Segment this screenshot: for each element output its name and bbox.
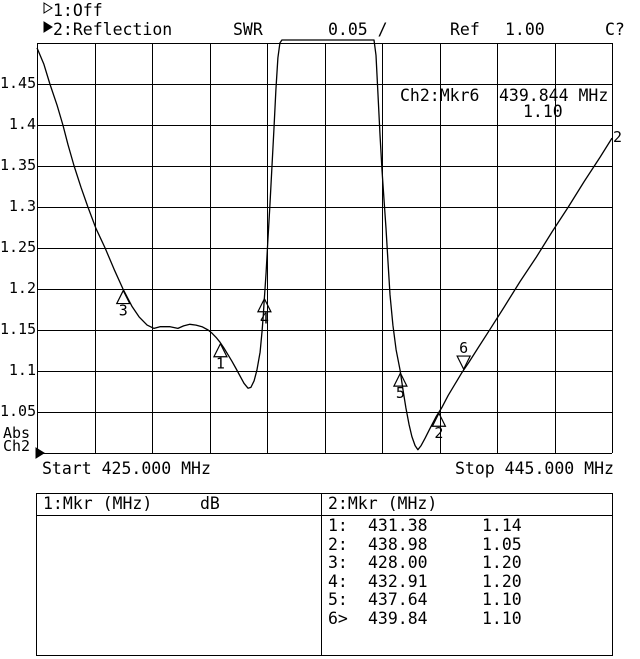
trace2-measurement: 2:Reflection (53, 20, 173, 39)
graticule-grid (37, 43, 613, 454)
y-axis-tick-label: 1.2 (8, 279, 36, 297)
trace1-status: 1:Off (53, 1, 103, 20)
ref-label: Ref (450, 20, 480, 39)
marker-table-header-rule (36, 515, 613, 516)
marker-number-label: 6 (459, 339, 468, 357)
marker-1: 1 (212, 342, 228, 373)
trace1-pointer-icon (43, 2, 53, 14)
table-row-label: 6> (328, 608, 348, 628)
trace-markers: 1 2 3 4 5 6 (115, 289, 472, 442)
marker-2: 2 (431, 411, 447, 442)
marker-number-label: 5 (396, 384, 405, 402)
table-right-header: 2:Mkr (MHz) (328, 494, 438, 513)
marker-4: 4 (256, 297, 272, 328)
stop-frequency: Stop 445.000 MHz (455, 459, 614, 478)
marker-readout-frequency: 439.844 MHz (499, 86, 609, 105)
table-row-frequency: 438.98 (368, 534, 428, 554)
table-row-frequency: 432.91 (368, 571, 428, 591)
table-row-label: 3: (328, 553, 348, 572)
table-row-label: 1: (328, 516, 348, 535)
marker-up-triangle-icon (392, 371, 408, 387)
marker-6-active: 6 (456, 339, 472, 371)
table-row-frequency: 439.84 (368, 608, 428, 628)
table-row-value: 1.14 (482, 516, 522, 535)
marker-table (36, 493, 613, 656)
y-axis-tick-label: 1.3 (8, 197, 36, 215)
ref-value: 1.00 (505, 20, 545, 39)
y-axis-tick-label: 1.4 (8, 115, 36, 133)
y-axis-tick-label: 1.25 (0, 238, 37, 256)
y-axis-tick-label: 1.15 (0, 320, 37, 338)
table-row-value: 1.10 (482, 590, 522, 609)
marker-readout-title: Ch2:Mkr6 (400, 86, 480, 105)
table-row-frequency: 431.38 (368, 516, 428, 535)
scale-per-div-value: 0.05 / (328, 20, 388, 39)
table-row-label: 4: (328, 571, 348, 591)
table-left-unit: dB (200, 494, 220, 513)
abs-mode-label: Abs (3, 424, 31, 442)
table-row-value: 1.10 (482, 608, 522, 628)
marker-table-divider (321, 493, 322, 656)
start-frequency: Start 425.000 MHz (42, 459, 211, 478)
marker-readout-value: 1.10 (523, 102, 563, 121)
table-left-header: 1:Mkr (MHz) (43, 494, 153, 513)
table-row-label: 5: (328, 590, 348, 609)
marker-3: 3 (115, 289, 131, 320)
y-axis-tick-label: 1.45 (0, 74, 37, 92)
y-axis-tick-label: 1.35 (0, 156, 37, 174)
table-row-frequency: 428.00 (368, 553, 428, 572)
marker-number-label: 3 (119, 302, 128, 320)
marker-up-triangle-icon (115, 289, 131, 305)
y-axis-tick-label: 1.05 (0, 402, 37, 420)
cal-status: C? (605, 20, 625, 39)
trace2-pointer-icon (43, 21, 53, 33)
channel-label: Ch2 (3, 437, 31, 455)
swr-trace (36, 39, 613, 451)
marker-number-label: 4 (260, 310, 269, 328)
y-axis-tick-label: 1.1 (8, 361, 36, 379)
table-row-value: 1.20 (482, 571, 522, 591)
table-row-frequency: 437.64 (368, 590, 428, 609)
table-row-label: 2: (328, 534, 348, 554)
table-row-value: 1.20 (482, 553, 522, 572)
marker-up-triangle-icon (256, 297, 272, 313)
marker-number-label: 1 (216, 355, 225, 373)
channel2-pointer-icon (35, 447, 45, 459)
marker-up-triangle-icon (431, 411, 447, 427)
marker-5: 5 (392, 371, 408, 402)
marker-down-triangle-icon (456, 355, 472, 371)
marker-number-label: 2 (434, 424, 443, 442)
trace-number-label: 2 (613, 128, 623, 146)
marker-up-triangle-icon (212, 342, 228, 358)
table-row-value: 1.05 (482, 534, 522, 554)
format-label: SWR (233, 20, 263, 39)
